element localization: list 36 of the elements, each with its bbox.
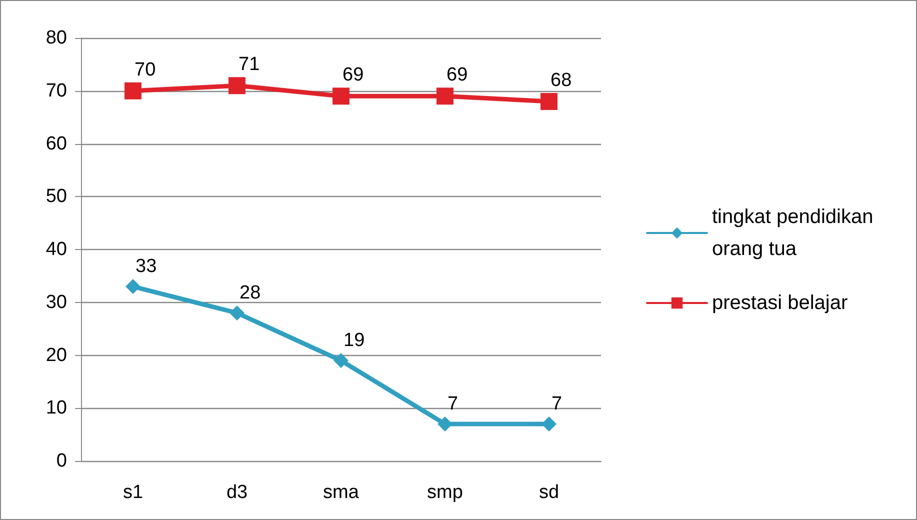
- data-label: 69: [446, 64, 468, 86]
- y-tick-label: 60: [46, 133, 67, 154]
- y-tick-label: 20: [46, 344, 67, 366]
- data-label: 69: [342, 64, 364, 86]
- x-tick-label: s1: [122, 482, 144, 503]
- x-tick-label: d3: [226, 482, 248, 503]
- data-label: 68: [550, 70, 572, 91]
- point: [542, 416, 556, 432]
- legend-label: prestasi belajar: [712, 292, 848, 314]
- y-tick-label: 0: [56, 450, 67, 472]
- point: [334, 353, 348, 368]
- y-tick-label: 80: [46, 28, 67, 48]
- data-label: 28: [240, 282, 261, 304]
- point: [126, 279, 140, 294]
- y-tick-label: 50: [46, 186, 67, 208]
- data-label: 70: [134, 59, 156, 80]
- legend-label: tingkat pendidikan orang tua: [712, 206, 879, 260]
- y-tick-label: 30: [46, 292, 67, 313]
- point: [124, 82, 142, 100]
- x-tick-label: smp: [427, 482, 463, 503]
- y-tick-label: 70: [46, 80, 67, 102]
- point: [438, 416, 452, 432]
- point: [228, 77, 246, 94]
- data-label: 19: [344, 330, 365, 352]
- x-tick-label: sd: [538, 482, 560, 503]
- point: [332, 88, 350, 105]
- x-tick-label: sma: [323, 482, 360, 503]
- point: [540, 92, 558, 110]
- data-label: 7: [552, 393, 562, 414]
- point: [230, 305, 244, 320]
- point: [436, 88, 454, 105]
- y-tick-label: 10: [46, 398, 67, 419]
- data-label: 71: [238, 54, 260, 76]
- data-label: 7: [448, 393, 458, 414]
- y-tick-label: 40: [46, 239, 67, 260]
- data-label: 33: [136, 256, 157, 278]
